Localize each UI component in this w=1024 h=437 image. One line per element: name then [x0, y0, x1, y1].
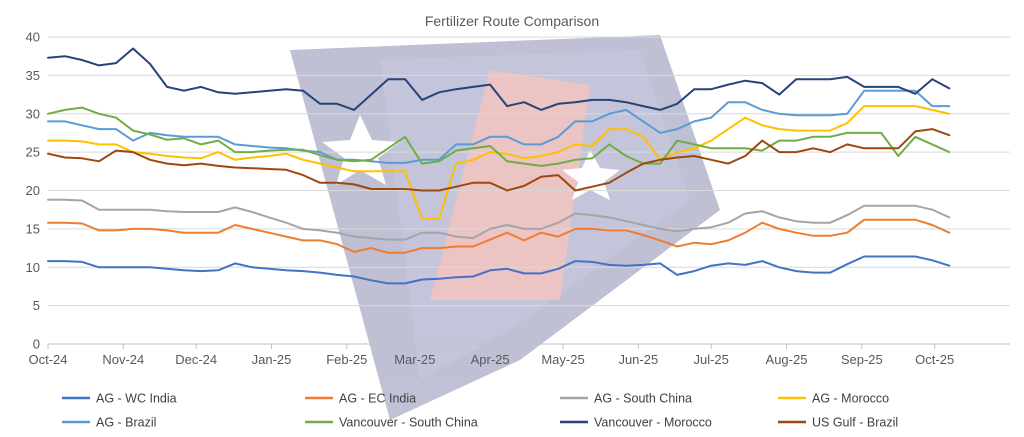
legend-label: AG - Morocco — [812, 392, 889, 406]
legend-label: AG - Brazil — [96, 416, 156, 430]
series-layer — [47, 47, 951, 285]
x-tick-label: Nov-24 — [102, 352, 144, 367]
x-tick-label: Dec-24 — [175, 352, 217, 367]
y-tick-label: 10 — [26, 260, 40, 275]
y-tick-label: 25 — [26, 145, 40, 160]
x-tick-label: Oct-24 — [28, 352, 67, 367]
grid-layer — [48, 36, 1010, 345]
x-tick-label: Jan-25 — [252, 352, 292, 367]
x-tick-label: Feb-25 — [326, 352, 367, 367]
x-tick-label: Mar-25 — [394, 352, 435, 367]
y-tick-label: 30 — [26, 106, 40, 121]
x-tick-label: Apr-25 — [471, 352, 510, 367]
watermark-logo — [290, 35, 720, 420]
y-tick-label: 15 — [26, 221, 40, 236]
x-tick-label: May-25 — [541, 352, 584, 367]
legend-label: US Gulf - Brazil — [812, 416, 898, 430]
y-tick-label: 5 — [33, 298, 40, 313]
legend: AG - WC India AG - EC India AG - South Chi… — [62, 392, 898, 430]
series-line-5 — [47, 106, 951, 167]
series-line-2 — [47, 198, 951, 241]
series-line-6 — [47, 47, 951, 111]
y-tick-label: 40 — [26, 30, 40, 45]
series-line-1 — [47, 218, 951, 254]
legend-label: AG - EC India — [339, 392, 416, 406]
x-tick-label: Aug-25 — [766, 352, 808, 367]
x-tick-label: Oct-25 — [915, 352, 954, 367]
legend-label: AG - South China — [594, 392, 692, 406]
x-tick-label: Jul-25 — [693, 352, 728, 367]
chart-title: Fertilizer Route Comparison — [425, 13, 599, 29]
series-line-4 — [47, 89, 951, 164]
x-tick-label: Sep-25 — [841, 352, 883, 367]
legend-label: Vancouver - South China — [339, 416, 478, 430]
legend-label: AG - WC India — [96, 392, 177, 406]
legend-label: Vancouver - Morocco — [594, 416, 712, 430]
axis-layer: 0 5 10 15 20 25 30 35 40 Oct-24 Nov-24 Dec-24 Jan-25… — [26, 30, 1010, 367]
series-line-7 — [47, 128, 951, 192]
x-tick-label: Jun-25 — [618, 352, 658, 367]
y-tick-label: 20 — [26, 183, 40, 198]
y-tick-label: 35 — [26, 68, 40, 83]
series-line-0 — [47, 255, 951, 285]
y-tick-label: 0 — [33, 337, 40, 352]
